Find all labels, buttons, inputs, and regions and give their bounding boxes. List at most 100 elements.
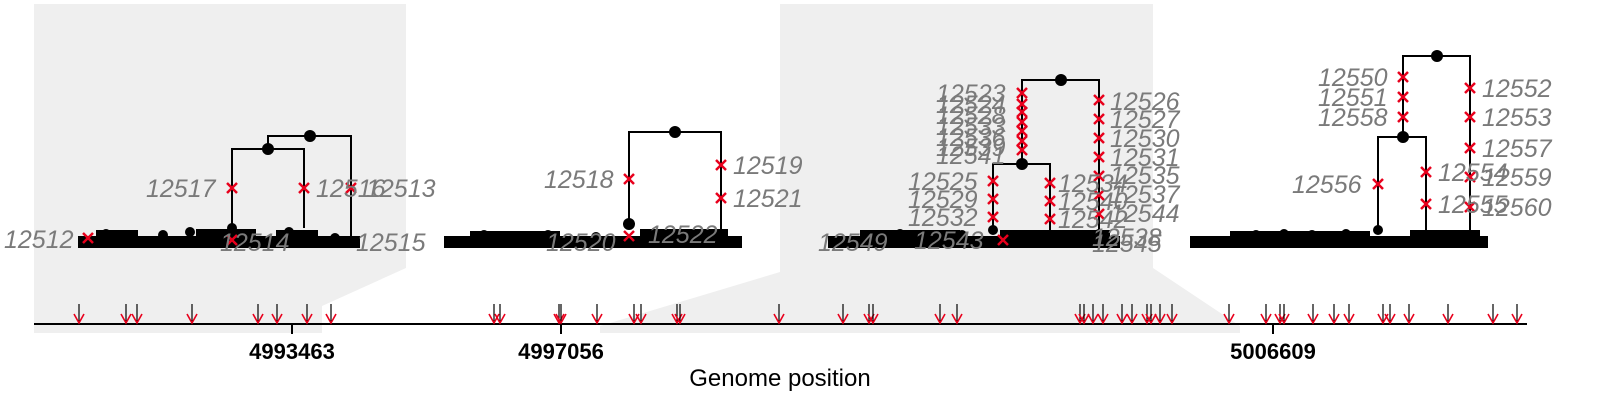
site-arrow xyxy=(1343,304,1355,325)
mutation-label: 12530 xyxy=(1110,125,1180,153)
mutation-label: 12553 xyxy=(1482,104,1552,132)
site-arrow xyxy=(1442,304,1454,325)
site-arrow xyxy=(325,304,337,325)
site-arrow xyxy=(271,304,283,325)
site-arrow xyxy=(252,304,264,325)
mutation-marker xyxy=(1016,116,1028,128)
mutation-label: 12525 xyxy=(908,168,978,196)
site-arrow xyxy=(863,304,875,325)
site-arrow xyxy=(1116,304,1128,325)
genome-axis: 4993463 4997056 5006609 Genome position xyxy=(34,323,1527,392)
site-arrow xyxy=(837,304,849,325)
site-arrow xyxy=(635,304,647,325)
site-arrow xyxy=(1274,304,1286,325)
mutation-label: 12524 xyxy=(936,91,1006,119)
mutation-label: 12534 xyxy=(1058,170,1128,198)
mutation-label: 12523 xyxy=(936,80,1006,108)
tree-span-shade-1 xyxy=(34,4,406,333)
mutation-marker xyxy=(1016,98,1028,110)
mutation-label: 12558 xyxy=(1318,104,1388,132)
mutation-marker xyxy=(1016,125,1028,137)
mutation-label: 12517 xyxy=(146,175,217,203)
site-arrow xyxy=(674,304,686,325)
mutation-label: 12540 xyxy=(1058,188,1128,216)
mutation-label: 12537 xyxy=(1110,181,1181,209)
mutation-marker xyxy=(623,230,635,242)
mutation-label: 12544 xyxy=(1110,200,1180,228)
mutation-marker xyxy=(298,182,310,194)
mutation-marker xyxy=(226,182,238,194)
mutation-marker xyxy=(997,234,1009,246)
tree-span-shading xyxy=(34,4,1240,333)
site-arrow xyxy=(1078,304,1090,325)
mutation-label: 12541 xyxy=(936,142,1006,170)
mutation-label: 12555 xyxy=(1438,191,1508,219)
tree-3-root-node xyxy=(1055,74,1067,86)
site-arrow xyxy=(951,304,963,325)
tree-4-root-node xyxy=(1431,50,1443,62)
mutation-label: 12556 xyxy=(1292,171,1362,199)
mutation-label: 12518 xyxy=(544,166,614,194)
mutation-marker xyxy=(82,232,94,244)
site-arrow xyxy=(494,304,506,325)
mutation-marker xyxy=(715,192,727,204)
mutation-marker xyxy=(1464,201,1476,213)
site-arrow xyxy=(73,304,85,325)
tree-2-node xyxy=(623,218,635,230)
mutation-label: 12526 xyxy=(1110,88,1180,116)
mutation-marker xyxy=(1016,87,1028,99)
tree-4-sample-band xyxy=(1190,230,1488,248)
mutation-marker xyxy=(1093,132,1105,144)
mutation-label: 12522 xyxy=(648,221,718,249)
tree-1-mutations xyxy=(82,182,357,246)
site-arrow xyxy=(591,304,603,325)
site-arrow xyxy=(120,304,132,325)
mutation-label: 12559 xyxy=(1482,164,1552,192)
mutation-marker xyxy=(1093,170,1105,182)
mutation-label: 12539 xyxy=(936,134,1006,162)
tree-1-node xyxy=(262,143,274,155)
tree-1-nodes xyxy=(101,130,340,243)
axis-title: Genome position xyxy=(689,365,870,392)
tree-3-sample-band xyxy=(828,230,1120,248)
mutation-label: 12520 xyxy=(546,229,616,257)
mutation-label: 12512 xyxy=(4,226,74,254)
mutation-marker xyxy=(623,173,635,185)
mutation-label: 12551 xyxy=(1318,84,1388,112)
mutation-marker xyxy=(1397,111,1409,123)
site-arrow xyxy=(1141,304,1153,325)
mutation-marker xyxy=(715,159,727,171)
mutation-marker xyxy=(1464,82,1476,94)
mutation-marker xyxy=(1044,177,1056,189)
tick-label-3: 5006609 xyxy=(1230,339,1316,364)
mutation-label: 12538 xyxy=(1092,224,1162,252)
site-arrow xyxy=(1097,304,1109,325)
site-arrow xyxy=(1126,304,1138,325)
tree-1-node xyxy=(284,227,294,237)
site-arrow xyxy=(1260,304,1272,325)
mutation-marker xyxy=(1464,111,1476,123)
site-arrow xyxy=(1511,304,1523,325)
mutation-marker xyxy=(1397,71,1409,83)
mutation-label: 12513 xyxy=(366,175,436,203)
mutation-marker xyxy=(226,234,238,246)
mutation-label: 12554 xyxy=(1438,159,1508,187)
tree-3-node xyxy=(988,225,998,235)
mutation-label: 12521 xyxy=(733,185,803,213)
mutation-label: 12529 xyxy=(908,186,978,214)
tree-4-mutations xyxy=(1372,71,1476,213)
tree-1-node xyxy=(227,223,237,233)
tree-3-node xyxy=(1016,158,1028,170)
site-arrow xyxy=(773,304,785,325)
tree-span-shade-3 xyxy=(600,4,1240,333)
tree-4-node xyxy=(1397,131,1409,143)
mutation-label: 12549 xyxy=(818,229,888,257)
tree-2: 12518 12519 12521 12520 12522 xyxy=(444,126,803,257)
tree-4-nodes xyxy=(1251,50,1475,241)
mutation-label: 12519 xyxy=(733,152,803,180)
mutation-marker xyxy=(1464,142,1476,154)
mutation-label: 12542 xyxy=(1058,206,1128,234)
site-arrow xyxy=(1087,304,1099,325)
tree-1: 12512 12517 12516 12513 12514 12515 xyxy=(4,130,436,257)
